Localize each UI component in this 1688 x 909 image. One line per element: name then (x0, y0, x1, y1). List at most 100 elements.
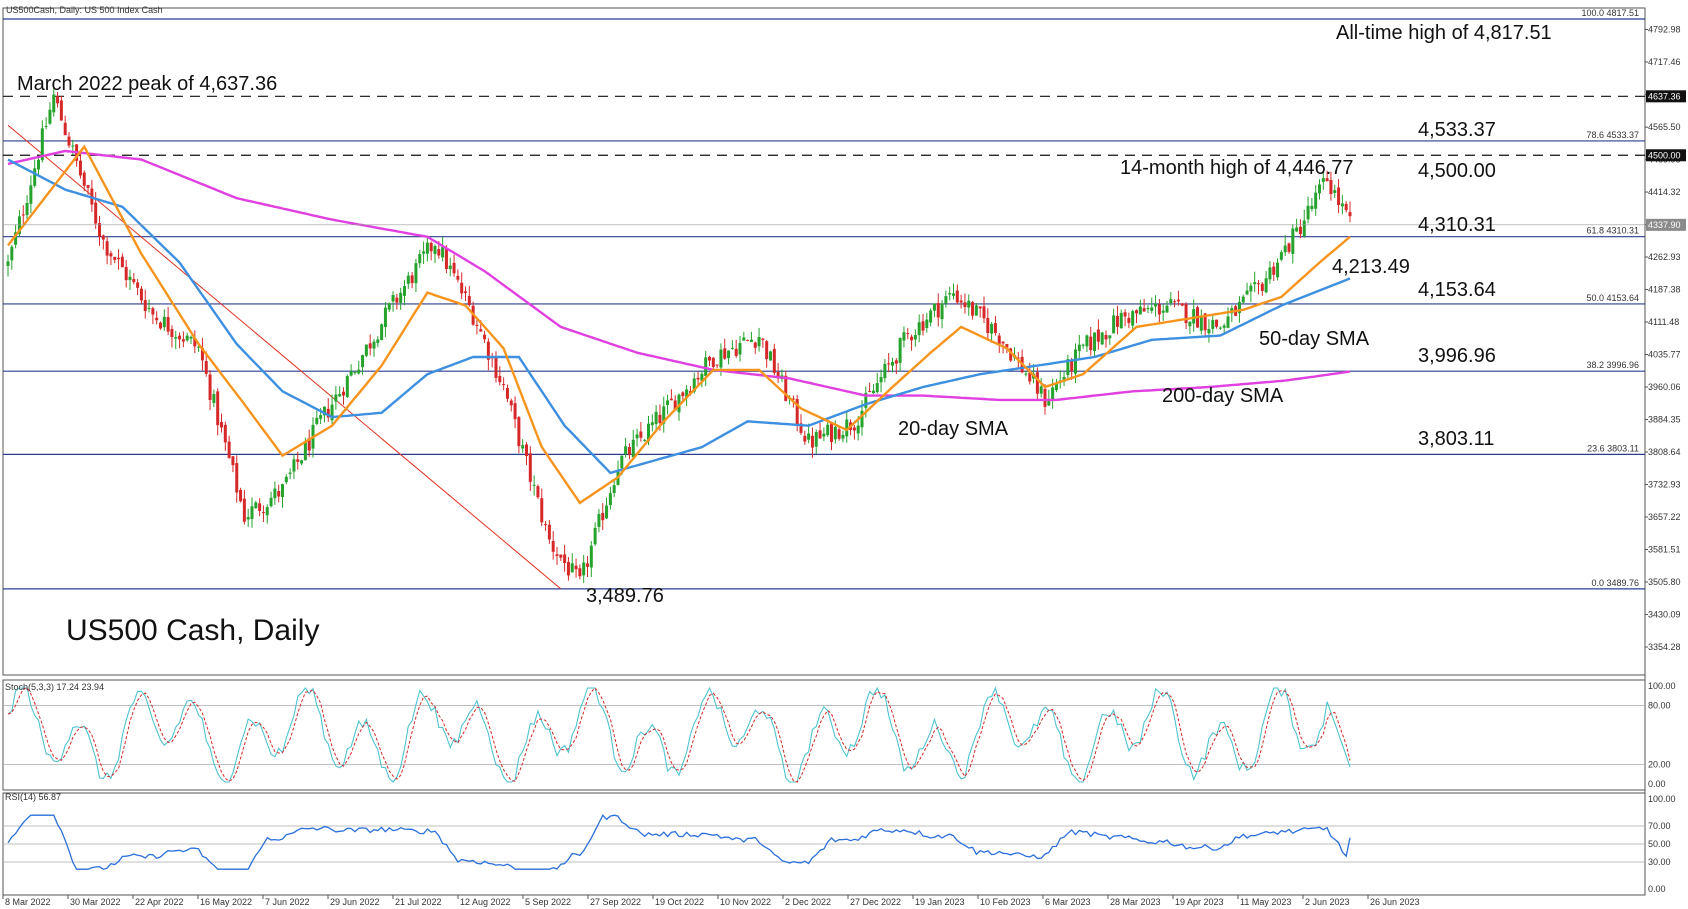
trendline (7, 124, 562, 590)
candle (929, 308, 933, 327)
candle (715, 364, 719, 369)
candle (608, 486, 612, 510)
stochastic-label: Stoch(5,3,3) 17.24 23.94 (5, 682, 104, 692)
candle (296, 451, 300, 470)
candle (464, 286, 467, 302)
annotation-sma200: 200-day SMA (1162, 385, 1284, 407)
indicator-tick-label: 20.00 (1648, 759, 1671, 769)
candle (10, 244, 14, 270)
candle (837, 427, 841, 441)
candle (1260, 282, 1264, 296)
candle (1039, 378, 1043, 398)
rsi-label: RSI(14) 56.87 (5, 792, 61, 802)
candle (292, 454, 296, 479)
stochastic-d-line (7, 687, 1351, 783)
panel-frame (2, 679, 1646, 791)
candle (159, 321, 162, 330)
candle (1272, 262, 1276, 281)
candle (1295, 218, 1299, 233)
candle (1062, 371, 1066, 387)
candle (1089, 326, 1093, 356)
date-label: 5 Sep 2022 (525, 897, 571, 907)
candle (239, 487, 243, 503)
candle (448, 257, 452, 277)
candle (1085, 334, 1089, 353)
price-tick-label: 4414.32 (1648, 187, 1681, 197)
candle (1276, 258, 1280, 281)
candle (547, 520, 551, 544)
candle (639, 422, 643, 442)
fib-label: 78.6 4533.37 (1586, 130, 1639, 140)
candle (170, 325, 174, 348)
candle (1325, 170, 1329, 182)
candle (273, 481, 277, 505)
candle (826, 421, 830, 437)
annotation-march-peak: March 2022 peak of 4,637.36 (17, 73, 277, 95)
candle (1154, 295, 1158, 317)
candle (410, 271, 414, 289)
date-label: 26 Jun 2023 (1370, 897, 1420, 907)
candle (498, 366, 502, 386)
date-label: 19 Jan 2023 (915, 897, 965, 907)
candle (246, 508, 250, 527)
candle (208, 370, 212, 411)
candle (117, 249, 121, 270)
date-label: 16 May 2022 (200, 897, 252, 907)
candle (300, 459, 304, 466)
candle (1298, 219, 1302, 239)
candle (1123, 309, 1127, 327)
annotation-level-4310: 4,310.31 (1418, 214, 1496, 236)
candle (124, 260, 128, 288)
candle (727, 350, 731, 365)
candle (921, 314, 925, 336)
candle (1173, 299, 1177, 308)
annotation-level-4500: 4,500.00 (1418, 160, 1496, 182)
annotation-sma-4213: 4,213.49 (1332, 256, 1410, 278)
candle (932, 303, 936, 318)
candle (1108, 335, 1112, 345)
candle (601, 503, 605, 531)
candle (746, 339, 750, 342)
candle (143, 289, 147, 319)
candle (1302, 209, 1306, 238)
candle (582, 554, 586, 584)
candle (612, 480, 616, 497)
candle (963, 293, 967, 314)
candle (1112, 308, 1116, 334)
candle (403, 280, 406, 306)
date-label: 6 Mar 2023 (1045, 897, 1091, 907)
candle (67, 132, 71, 148)
candle (387, 302, 391, 313)
candle (730, 340, 734, 350)
moving-averages (7, 144, 1351, 505)
date-label: 19 Apr 2023 (1175, 897, 1224, 907)
candle (803, 430, 807, 445)
candle (1077, 334, 1081, 360)
candle (1348, 201, 1352, 223)
candle (185, 332, 189, 342)
candle (261, 505, 265, 523)
candle (868, 382, 872, 393)
candle (1291, 224, 1295, 264)
candle (63, 115, 67, 136)
candle (1222, 323, 1226, 333)
price-tick-label: 3732.93 (1648, 479, 1681, 489)
candle (982, 296, 986, 323)
candle (460, 272, 464, 299)
candle (574, 558, 578, 578)
chart-title: US500 Cash, Daily (66, 614, 319, 647)
candle (669, 389, 673, 401)
candle (109, 250, 113, 266)
candle (990, 322, 994, 343)
candle (1279, 250, 1283, 262)
price-tick-label: 4792.98 (1648, 25, 1681, 35)
price-tick-label: 3808.64 (1648, 447, 1681, 457)
candle (174, 330, 178, 350)
candle (894, 358, 898, 375)
candle (1321, 170, 1325, 190)
candle (136, 279, 140, 296)
candle (307, 429, 311, 457)
annotation-level-4153: 4,153.64 (1418, 279, 1496, 301)
axes: 4792.984717.464641.944565.504489.984414.… (2, 25, 1686, 907)
candle (444, 245, 448, 274)
